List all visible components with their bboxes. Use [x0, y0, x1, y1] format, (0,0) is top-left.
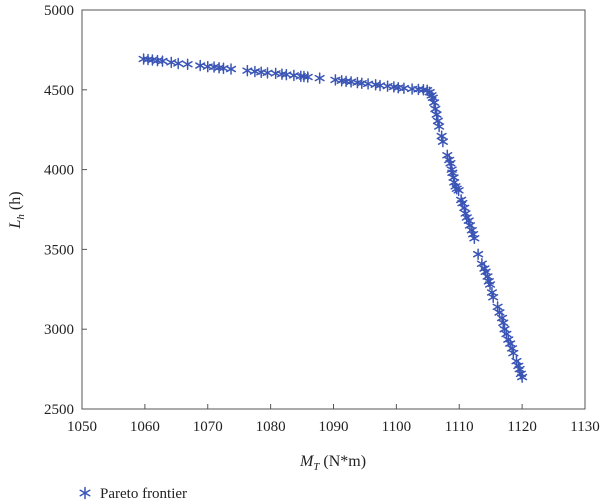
data-point — [434, 120, 445, 133]
data-point — [302, 71, 313, 83]
data-point — [431, 108, 442, 121]
data-point — [453, 184, 464, 197]
data-point — [262, 67, 273, 79]
x-tick-label: 1120 — [507, 419, 536, 435]
data-point — [445, 157, 456, 169]
legend: Pareto frontier — [79, 486, 187, 502]
x-axis-ticks: 1050 1060 1070 1080 1090 1100 1110 1120 1130 — [67, 404, 600, 435]
data-point — [459, 202, 470, 214]
y-axis-ticks: 2500 3000 3500 4000 4500 5000 — [44, 3, 87, 418]
data-point — [461, 211, 472, 224]
data-point — [436, 130, 447, 142]
y-tick-label: 4000 — [44, 163, 74, 179]
data-point — [398, 82, 410, 94]
data-point — [517, 371, 528, 383]
data-point — [225, 63, 237, 75]
pareto-frontier-points — [138, 53, 528, 383]
x-tick-label: 1080 — [256, 419, 286, 435]
data-point — [173, 57, 184, 70]
x-tick-label: 1100 — [382, 419, 411, 435]
data-point — [157, 55, 168, 67]
x-tick-label: 1060 — [130, 419, 160, 435]
x-tick-label: 1050 — [67, 419, 97, 435]
x-axis-title: MT (N*m) — [299, 453, 366, 473]
y-tick-label: 5000 — [44, 3, 74, 19]
data-point — [508, 347, 519, 359]
data-point — [498, 317, 509, 329]
legend-marker-star — [79, 486, 91, 500]
data-point — [432, 115, 443, 127]
x-tick-label: 1090 — [319, 419, 349, 435]
data-point — [437, 135, 448, 148]
data-point — [488, 291, 499, 304]
x-tick-label: 1110 — [445, 419, 474, 435]
data-point — [430, 103, 441, 115]
y-axis-title: Lh (h) — [7, 191, 27, 229]
data-point — [182, 58, 193, 71]
data-point — [469, 232, 480, 244]
y-tick-label: 3000 — [44, 322, 74, 338]
data-point — [429, 96, 440, 109]
legend-marker-icon — [79, 486, 91, 500]
x-tick-label: 1130 — [570, 419, 599, 435]
data-point — [484, 278, 496, 291]
data-point — [473, 248, 484, 260]
data-point — [314, 72, 325, 84]
y-tick-label: 4500 — [44, 83, 74, 99]
data-point — [492, 301, 503, 313]
y-tick-label: 3500 — [44, 242, 74, 258]
legend-label: Pareto frontier — [100, 486, 187, 502]
data-point — [501, 328, 512, 340]
data-point — [407, 83, 418, 95]
x-tick-label: 1070 — [193, 419, 223, 435]
y-tick-label: 2500 — [44, 402, 74, 418]
